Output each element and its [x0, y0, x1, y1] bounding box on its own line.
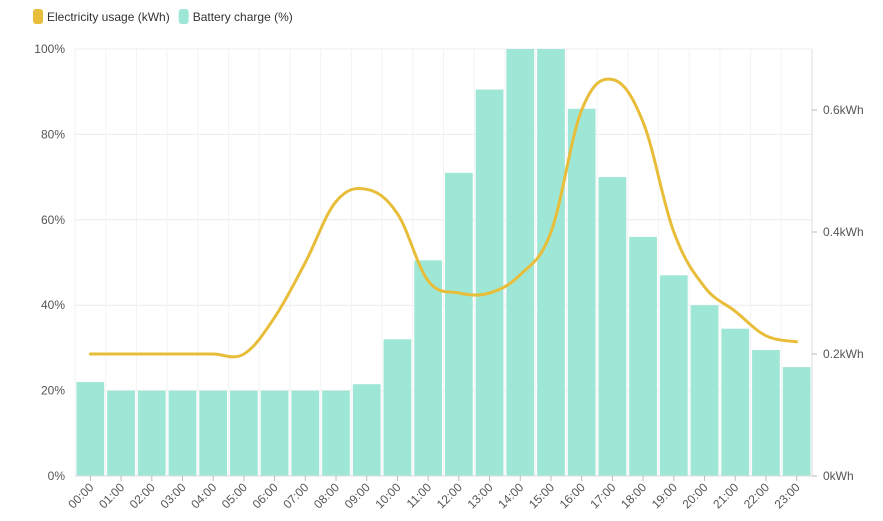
legend-label-battery: Battery charge (%): [193, 10, 293, 24]
left-tick-label: 80%: [41, 127, 65, 141]
x-tick-label: 19:00: [649, 480, 680, 511]
right-tick-label: 0.2kWh: [823, 347, 864, 361]
right-axis: 0kWh 0.2kWh 0.4kWh 0.6kWh: [811, 49, 864, 483]
x-tick-label: 14:00: [495, 480, 526, 511]
legend-swatch-battery: [178, 9, 189, 24]
bar-16:00: [567, 108, 596, 476]
x-tick-label: 23:00: [772, 480, 803, 511]
x-tick-label: 07:00: [280, 480, 311, 511]
right-tick-label: 0.4kWh: [823, 225, 864, 239]
left-tick-label: 100%: [34, 42, 65, 56]
bar-06:00: [260, 390, 289, 476]
legend: Electricity usage (kWh) Battery charge (%…: [33, 9, 293, 24]
x-axis: 00:00 01:00 02:00 03:00 04:00 05:00 06:00 07:00…: [65, 475, 812, 511]
bar-11:00: [414, 260, 442, 476]
bar-12:00: [445, 172, 473, 476]
x-tick-label: 21:00: [710, 480, 741, 511]
bar-22:00: [752, 350, 780, 476]
bar-00:00: [76, 382, 105, 476]
bar-02:00: [137, 390, 166, 476]
x-tick-label: 04:00: [188, 480, 219, 511]
usage-line-path: [88, 77, 799, 359]
x-tick-label: 10:00: [372, 480, 403, 511]
right-tick-label: 0.6kWh: [823, 103, 864, 117]
battery-bars: [76, 49, 811, 476]
grid-lines: [74, 48, 813, 477]
x-tick-label: 22:00: [741, 480, 772, 511]
left-tick-label: 20%: [41, 384, 65, 398]
x-tick-label: 08:00: [311, 480, 342, 511]
x-tick-label: 09:00: [342, 480, 373, 511]
usage-line: [88, 77, 799, 359]
bar-14:00: [506, 49, 535, 476]
bar-10:00: [383, 339, 412, 476]
x-tick-label: 02:00: [127, 480, 158, 511]
x-tick-label: 15:00: [526, 480, 557, 511]
bar-23:00: [782, 367, 811, 476]
left-tick-label: 0%: [48, 469, 66, 483]
x-tick-label: 12:00: [434, 480, 465, 511]
right-tick-label: 0kWh: [823, 469, 854, 483]
legend-label-usage: Electricity usage (kWh): [47, 10, 170, 24]
bar-03:00: [168, 390, 197, 476]
left-tick-label: 60%: [41, 213, 65, 227]
bar-18:00: [629, 236, 657, 476]
x-tick-label: 01:00: [96, 480, 127, 511]
x-tick-label: 20:00: [680, 480, 711, 511]
x-tick-label: 17:00: [587, 480, 618, 511]
x-tick-label: 13:00: [465, 480, 496, 511]
bar-09:00: [352, 384, 381, 476]
bar-20:00: [690, 305, 719, 476]
x-tick-label: 11:00: [404, 480, 435, 511]
bar-13:00: [475, 89, 504, 476]
bar-05:00: [230, 390, 258, 476]
x-tick-label: 16:00: [557, 480, 588, 511]
x-tick-label: 06:00: [250, 480, 281, 511]
x-tick-label: 03:00: [157, 480, 188, 511]
legend-swatch-usage: [33, 9, 43, 24]
x-tick-label: 18:00: [618, 480, 649, 511]
bar-01:00: [107, 390, 135, 476]
x-tick-label: 00:00: [65, 480, 96, 511]
bar-07:00: [291, 390, 320, 476]
x-tick-label: 05:00: [219, 480, 250, 511]
bar-19:00: [659, 275, 688, 476]
left-axis: 0% 20% 40% 60% 80% 100%: [34, 42, 65, 483]
bar-08:00: [322, 390, 350, 476]
left-tick-label: 40%: [41, 298, 65, 312]
bar-15:00: [537, 49, 565, 476]
bar-04:00: [199, 390, 228, 476]
bar-21:00: [721, 328, 750, 476]
bar-17:00: [598, 177, 627, 476]
